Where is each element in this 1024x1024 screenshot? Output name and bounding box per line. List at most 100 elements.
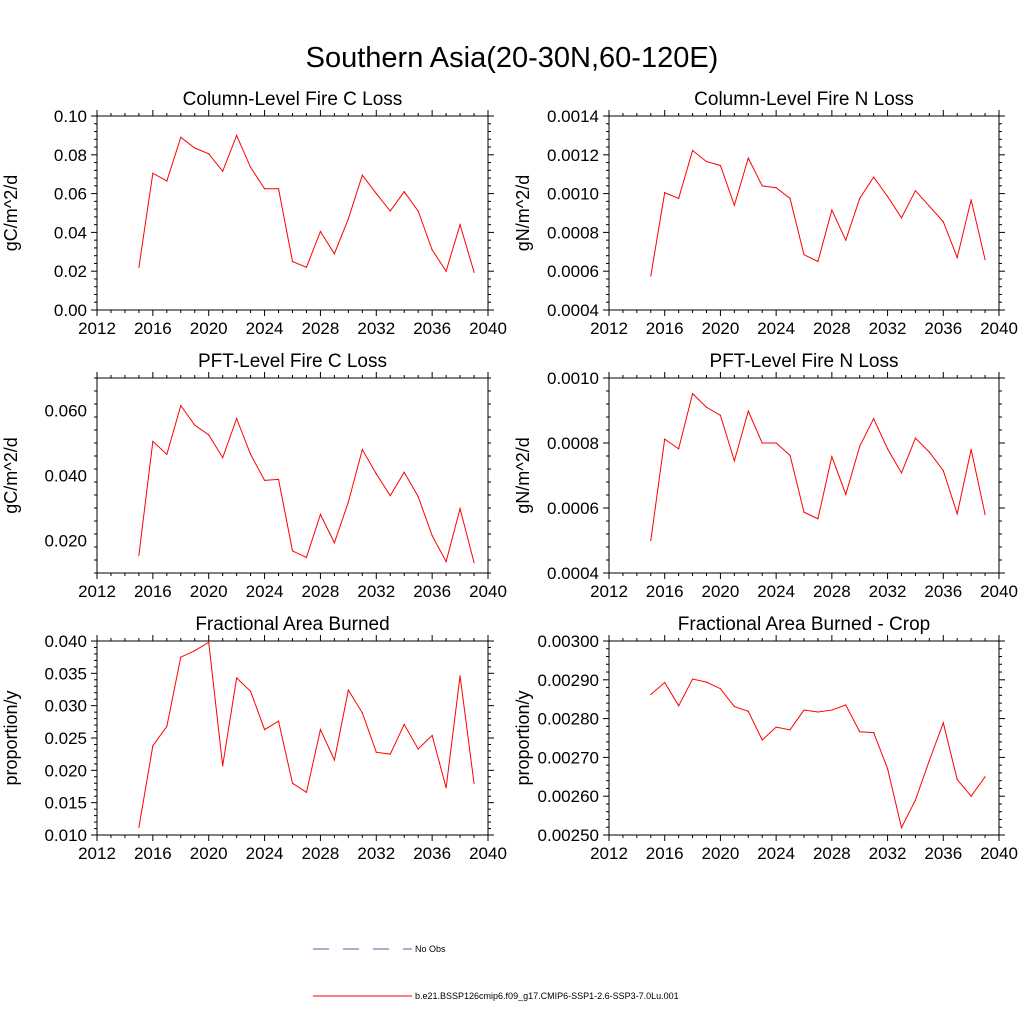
y-tick-label: 0.010 [44,826,87,845]
y-tick-label: 0.00300 [538,632,599,651]
x-tick-label: 2036 [413,582,451,601]
y-tick-label: 0.00290 [538,671,599,690]
data-point [831,456,833,458]
chart-panel-4: PFT-Level Fire N Loss gN/m^2/d 2012 2016 202… [513,351,1018,601]
data-point [789,729,791,731]
data-point [389,210,391,212]
y-tick-label: 0.08 [54,146,87,165]
data-point [747,710,749,712]
panel-title: Column-Level Fire C Loss [183,89,403,110]
data-point [803,511,805,513]
data-point [277,478,280,480]
data-point [194,650,196,652]
x-tick-label: 2032 [357,319,395,338]
x-tick-label: 2012 [590,319,628,338]
data-point [873,418,875,420]
x-tick-label: 2020 [190,319,228,338]
x-tick-label: 2012 [590,844,628,863]
data-point [277,188,280,190]
data-point [705,681,708,683]
data-point [375,751,377,753]
data-point [747,157,749,159]
data-point [831,209,833,211]
data-point [138,266,140,268]
data-point [761,442,763,444]
series-line [650,678,986,830]
data-point [431,535,433,537]
y-tick-label: 0.020 [44,532,87,551]
data-point [473,562,475,564]
x-tick-label: 2024 [757,582,795,601]
x-tick-label: 2024 [246,319,284,338]
x-tick-label: 2028 [813,319,851,338]
x-tick-label: 2016 [646,582,684,601]
y-tick-label: 0.0010 [547,369,599,388]
data-point [417,496,419,498]
data-point [431,249,433,251]
data-point [984,258,986,261]
y-axis-label: proportion/y [513,690,533,785]
data-point [208,153,210,155]
data-point [445,561,447,563]
data-point [789,197,791,200]
data-point [984,513,986,516]
data-point [956,513,958,515]
data-point [347,501,349,503]
data-point [845,239,847,241]
data-point [403,471,405,473]
y-tick-label: 0.060 [44,402,87,421]
x-tick-label: 2024 [757,319,795,338]
data-point [180,405,182,407]
data-point [817,711,819,713]
chart-panel-3: PFT-Level Fire C Loss gC/m^2/d 2012 2016 202… [1,351,507,601]
x-tick-label: 2040 [469,582,507,601]
y-tick-label: 0.10 [54,107,87,126]
data-point [445,270,447,272]
data-point [459,508,461,510]
data-point [886,448,889,450]
chart-panel-5: Fractional Area Burned proportion/y 2012 20… [1,614,507,863]
data-point [152,172,154,174]
data-point [956,778,958,781]
x-tick-label: 2036 [924,844,962,863]
panels: Column-Level Fire C Loss gC/m^2/d 2012 2016… [1,89,1018,863]
plot-frame [608,377,1000,574]
y-axis-label: proportion/y [1,690,21,785]
data-point [678,705,680,707]
data-point [900,472,903,474]
x-tick-label: 2040 [980,319,1018,338]
x-tick-label: 2036 [413,319,451,338]
x-tick-label: 2028 [302,582,340,601]
data-point [719,164,722,167]
data-point [928,759,930,762]
plot-frame [96,115,489,311]
data-point [775,187,777,189]
x-tick-label: 2036 [924,319,962,338]
data-point [138,554,140,556]
x-tick-label: 2032 [357,844,395,863]
data-point [664,192,666,194]
data-point [445,787,447,789]
data-point [250,690,252,693]
x-tick-label: 2032 [869,844,907,863]
data-point [417,748,419,750]
data-point [775,726,777,728]
y-tick-label: 0.00 [54,301,87,320]
x-tick-label: 2040 [469,319,507,338]
x-tick-label: 2016 [134,844,172,863]
legend-label-model: b.e21.BSSP126cmip6.f09_g17.CMIP6-SSP1-2.… [415,991,679,1001]
data-point [236,677,238,679]
data-point [222,170,224,172]
y-tick-label: 0.0008 [547,434,599,453]
y-axis-label: gC/m^2/d [1,437,21,513]
data-point [431,734,433,737]
data-point [361,712,363,714]
data-point [263,479,266,481]
data-point [803,709,805,711]
data-point [291,782,294,784]
data-point [291,260,294,263]
data-point [473,271,475,273]
data-point [389,753,391,755]
data-point [250,166,252,169]
